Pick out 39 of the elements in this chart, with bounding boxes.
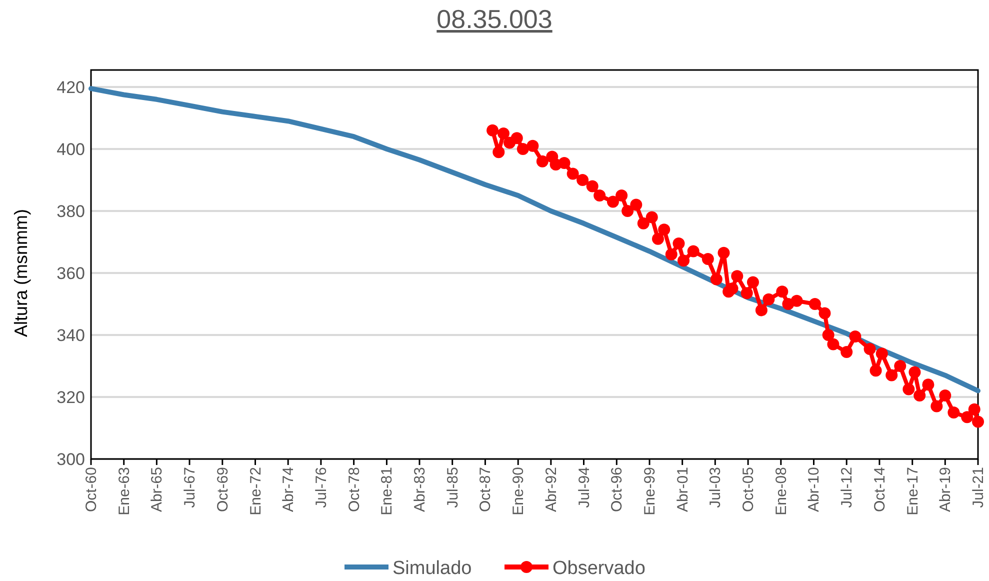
x-tick-label: Abr-74 [280, 467, 298, 512]
x-tick-label: Oct-69 [214, 467, 232, 512]
x-tick-label: Ene-63 [116, 467, 133, 516]
y-tick-label: 420 [56, 78, 85, 97]
y-tick-label: 300 [56, 450, 85, 469]
x-tick-label: Abr-10 [806, 467, 823, 512]
x-tick-label: Abr-83 [411, 467, 428, 512]
x-tick-label: Oct-14 [871, 467, 888, 512]
x-tick-label: Abr-92 [542, 467, 560, 512]
x-tick-label: Jul-12 [838, 467, 856, 508]
legend-label: Simulado [392, 558, 472, 579]
x-tick-label: Ene-90 [510, 467, 528, 516]
x-tick-label: Abr-19 [937, 467, 954, 512]
x-tick-label: Jul-21 [970, 467, 987, 508]
x-tick-label: Ene-72 [247, 467, 264, 516]
y-axis-title: Altura (msnmm) [11, 208, 31, 338]
legend-label: Observado [552, 558, 646, 579]
x-tick-label: Jul-76 [312, 467, 330, 508]
y-tick-label: 320 [56, 388, 85, 407]
y-tick-label: 340 [56, 326, 85, 345]
x-tick-label: Ene-17 [904, 467, 922, 516]
x-tick-label: Oct-78 [346, 467, 363, 512]
x-tick-label: Oct-05 [740, 467, 758, 512]
x-tick-label: Ene-08 [772, 467, 790, 516]
y-tick-label: 380 [56, 202, 85, 221]
y-tick-label: 360 [56, 264, 85, 283]
x-tick-label: Abr-01 [674, 467, 692, 512]
x-tick-label: Oct-96 [608, 467, 626, 512]
x-tick-label: Ene-81 [378, 467, 396, 516]
x-tick-label: Jul-67 [182, 467, 198, 508]
chart-title: 08.35.003 [436, 4, 552, 34]
x-tick-label: Oct-60 [83, 467, 100, 512]
x-tick-label: Jul-85 [444, 467, 462, 508]
x-tick-label: Oct-87 [477, 467, 494, 512]
y-tick-label: 400 [56, 140, 85, 159]
x-tick-label: Jul-03 [707, 467, 724, 508]
x-tick-label: Abr-65 [148, 467, 166, 512]
x-tick-label: Jul-94 [576, 467, 593, 508]
x-tick-label: Ene-99 [642, 467, 659, 516]
